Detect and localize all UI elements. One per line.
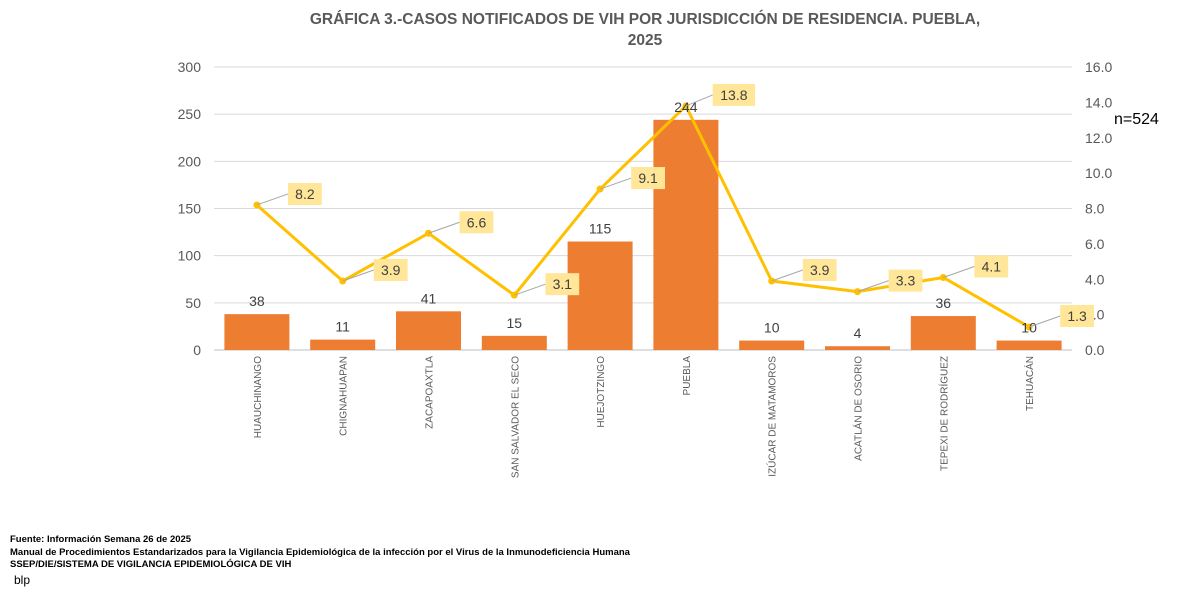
y-left-tick-label: 300 <box>178 59 202 75</box>
bar <box>910 316 976 350</box>
rate-label-box <box>1060 305 1094 328</box>
x-category-label: ZACAPOAXTLA <box>425 356 436 429</box>
footnote-manual: Manual de Procedimientos Estandarizados … <box>10 546 630 558</box>
bar-data-label: 15 <box>507 315 523 331</box>
y-left-tick-label: 0 <box>193 342 201 358</box>
y-left-tick-label: 200 <box>178 153 202 169</box>
label-leader-line <box>428 221 460 234</box>
x-category-label: PUEBLA <box>682 356 693 396</box>
rate-data-label: 3.1 <box>553 276 573 292</box>
label-leader-line <box>1028 315 1061 328</box>
x-category-label: TEPEXI DE RODRÍGUEZ <box>937 356 950 471</box>
y-right-tick-label: 0.0 <box>1085 342 1105 358</box>
rate-label-box <box>373 259 408 282</box>
rate-label-box <box>888 269 923 292</box>
rate-label-box <box>974 255 1009 278</box>
rate-data-label: 3.9 <box>810 262 830 278</box>
y-left-tick-label: 50 <box>185 295 201 311</box>
bar <box>396 311 461 350</box>
chart-title-line: GRÁFICA 3.-CASOS NOTIFICADOS DE VIH POR … <box>310 10 980 28</box>
bar <box>739 340 805 350</box>
label-leader-line <box>514 283 546 296</box>
x-category-label: HUEJOTZINGO <box>596 356 607 428</box>
rate-data-label: 9.1 <box>638 170 658 186</box>
rate-label-box <box>712 83 756 106</box>
bar <box>224 314 290 350</box>
y-right-tick-label: 8.0 <box>1085 201 1105 217</box>
x-category-label: SAN SALVADOR EL SECO <box>510 356 521 478</box>
rate-label-box <box>545 273 580 296</box>
label-leader-line <box>256 193 289 206</box>
bar <box>653 119 719 351</box>
rate-data-label: 3.9 <box>381 262 401 278</box>
rate-data-label: 1.3 <box>1067 308 1087 324</box>
bar-data-label: 115 <box>589 221 612 237</box>
x-category-label: TEHUACÁN <box>1023 356 1036 411</box>
y-right-tick-label: 4.0 <box>1085 271 1105 287</box>
chart: GRÁFICA 3.-CASOS NOTIFICADOS DE VIH POR … <box>178 10 1159 478</box>
bar-data-label: 36 <box>936 295 952 311</box>
rate-data-label: 6.6 <box>467 214 487 230</box>
label-leader-line <box>943 266 975 278</box>
y-left-tick-label: 150 <box>178 201 202 217</box>
bar <box>567 241 633 350</box>
rate-series-line <box>255 104 1030 329</box>
rate-data-label: 3.3 <box>896 273 916 289</box>
rate-data-label: 13.8 <box>720 87 747 103</box>
label-leader-line <box>342 269 374 282</box>
footnotes: Fuente: Información Semana 26 de 2025 Ma… <box>10 534 630 572</box>
x-category-label: IZÚCAR DE MATAMOROS <box>766 356 779 477</box>
bar-data-label: 41 <box>421 290 437 306</box>
bar <box>825 346 890 350</box>
label-leader-line <box>685 94 713 107</box>
bar-data-label: 244 <box>674 99 698 115</box>
bar <box>996 340 1062 350</box>
rate-data-label: 8.2 <box>295 186 315 202</box>
rate-label-box <box>288 182 322 205</box>
x-category-label: HUAUCHINANGO <box>253 356 264 438</box>
footnote-source: Fuente: Información Semana 26 de 2025 <box>10 534 192 545</box>
author-initials: blp <box>14 573 31 587</box>
sample-size-annotation: n=524 <box>1114 111 1159 128</box>
bar-data-label: 10 <box>764 320 780 336</box>
y-left-tick-label: 100 <box>178 248 202 264</box>
rate-label-box <box>631 167 665 190</box>
bar <box>481 335 547 350</box>
y-right-tick-label: 10.0 <box>1085 165 1112 181</box>
bar-data-label: 10 <box>1021 320 1037 336</box>
label-leader-line <box>771 269 803 282</box>
bar-data-label: 4 <box>854 325 862 341</box>
bar-data-label: 11 <box>335 319 350 335</box>
y-right-tick-label: 12.0 <box>1085 130 1112 146</box>
y-right-tick-label: 6.0 <box>1085 236 1105 252</box>
x-category-label: ACATLÁN DE OSORIO <box>852 356 865 461</box>
label-leader-line <box>857 280 889 293</box>
rate-label-box <box>459 211 494 234</box>
footnote-system: SSEP/DIE/SISTEMA DE VIGILANCIA EPIDEMIOL… <box>10 559 292 570</box>
rate-data-label: 4.1 <box>982 258 1002 274</box>
chart-title-line: 2025 <box>628 32 663 49</box>
rate-label-box <box>802 259 837 282</box>
bar-data-label: 38 <box>249 293 265 309</box>
y-right-tick-label: 16.0 <box>1085 59 1112 75</box>
y-right-tick-label: 14.0 <box>1085 94 1112 110</box>
y-left-tick-label: 250 <box>178 106 202 122</box>
label-leader-line <box>599 177 632 190</box>
x-category-label: CHIGNAHUAPAN <box>339 356 350 436</box>
bar <box>310 339 376 350</box>
